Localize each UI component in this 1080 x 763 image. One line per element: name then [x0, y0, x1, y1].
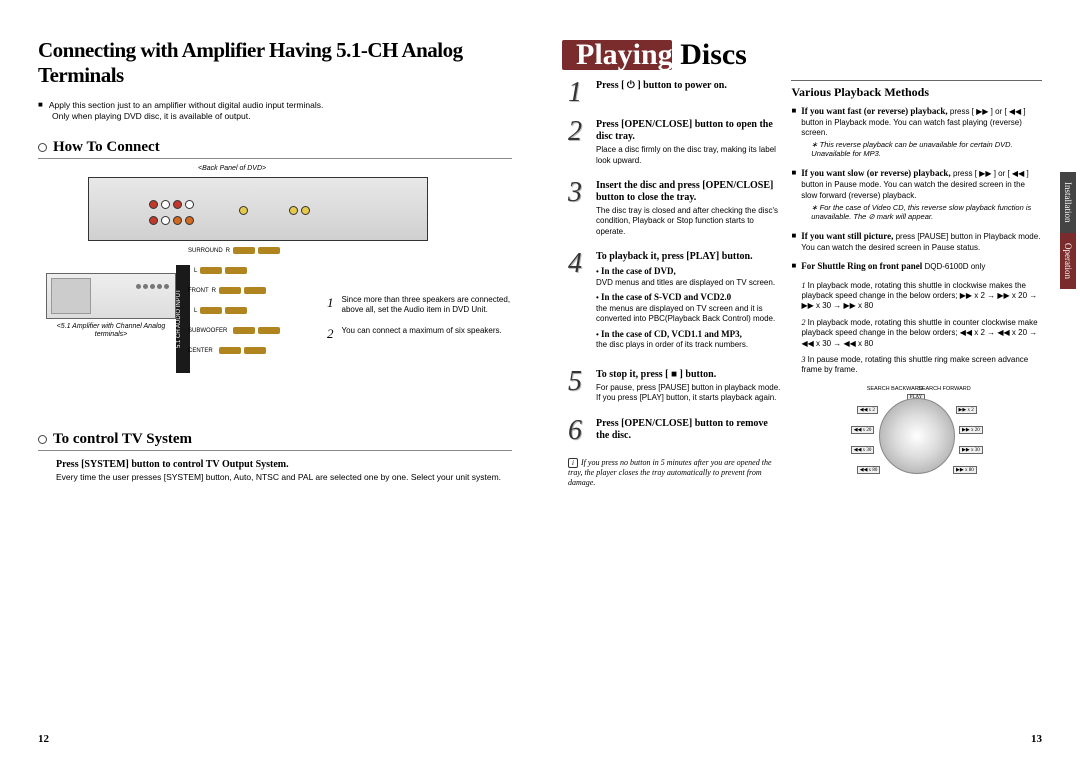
side-tabs: Installation Operation [1060, 172, 1080, 289]
steps-column: 1 Press [ ⏻ ] button to power on. 2 Pres… [568, 80, 781, 488]
vp-head: Various Playback Methods [791, 80, 1042, 100]
tv-bold: Press [SYSTEM] button to control TV Outp… [56, 459, 512, 470]
page-right: Playing Discs 1 Press [ ⏻ ] button to po… [540, 0, 1080, 763]
tv-body: Every time the user presses [SYSTEM] but… [56, 472, 512, 483]
step-1: 1 Press [ ⏻ ] button to power on. [568, 80, 781, 105]
connection-diagram: <Back Panel of DVD> [38, 165, 512, 415]
tv-system-head: To control TV System [38, 431, 512, 451]
step-5: 5 To stop it, press [ ■ ] button. For pa… [568, 369, 781, 404]
step-6: 6 Press [OPEN/CLOSE] button to remove th… [568, 418, 781, 444]
shuttle-list: 1 In playback mode, rotating this shuttl… [801, 281, 1042, 376]
info-icon: i [568, 458, 578, 468]
left-title: Connecting with Amplifier Having 5.1-CH … [38, 38, 512, 88]
info-note: iIf you press no button in 5 minutes aft… [568, 458, 781, 488]
tab-installation: Installation [1060, 172, 1076, 233]
jog-dial-diagram: SEARCH BACKWARD SEARCH FORWARD PLAY ◀◀ x… [857, 386, 977, 486]
vp-item-4: ■ For Shuttle Ring on front panel DQD-61… [791, 261, 1042, 273]
dvd-back-panel [88, 177, 428, 241]
playback-methods-column: Various Playback Methods ■ If you want f… [791, 80, 1042, 488]
left-intro: ■Apply this section just to an amplifier… [38, 100, 512, 123]
how-to-connect-head: How To Connect [38, 139, 512, 159]
intro-line1: Apply this section just to an amplifier … [49, 100, 324, 111]
tv-system-block: Press [SYSTEM] button to control TV Outp… [38, 459, 512, 483]
intro-line2: Only when playing DVD disc, it is availa… [52, 111, 250, 122]
back-panel-label: <Back Panel of DVD> [198, 165, 266, 172]
vp-item-3: ■ If you want still picture, press [PAUS… [791, 231, 1042, 253]
step-4: 4 To playback it, press [PLAY] button. •… [568, 251, 781, 355]
amp-label: <5.1 Amplifier with Channel Analog termi… [56, 323, 166, 338]
step-2: 2 Press [OPEN/CLOSE] button to open the … [568, 119, 781, 166]
amplifier-box [46, 273, 176, 319]
right-title: Playing Discs [568, 38, 1042, 72]
page-number-left: 12 [38, 733, 49, 745]
step-3: 3 Insert the disc and press [OPEN/CLOSE]… [568, 180, 781, 237]
diagram-notes: 1Since more than three speakers are conn… [327, 295, 512, 353]
vp-item-1: ■ If you want fast (or reverse) playback… [791, 106, 1042, 160]
page-number-right: 13 [1031, 733, 1042, 745]
tab-operation: Operation [1060, 233, 1076, 289]
vp-item-2: ■ If you want slow (or reverse) playback… [791, 168, 1042, 222]
page-left: Connecting with Amplifier Having 5.1-CH … [0, 0, 540, 763]
